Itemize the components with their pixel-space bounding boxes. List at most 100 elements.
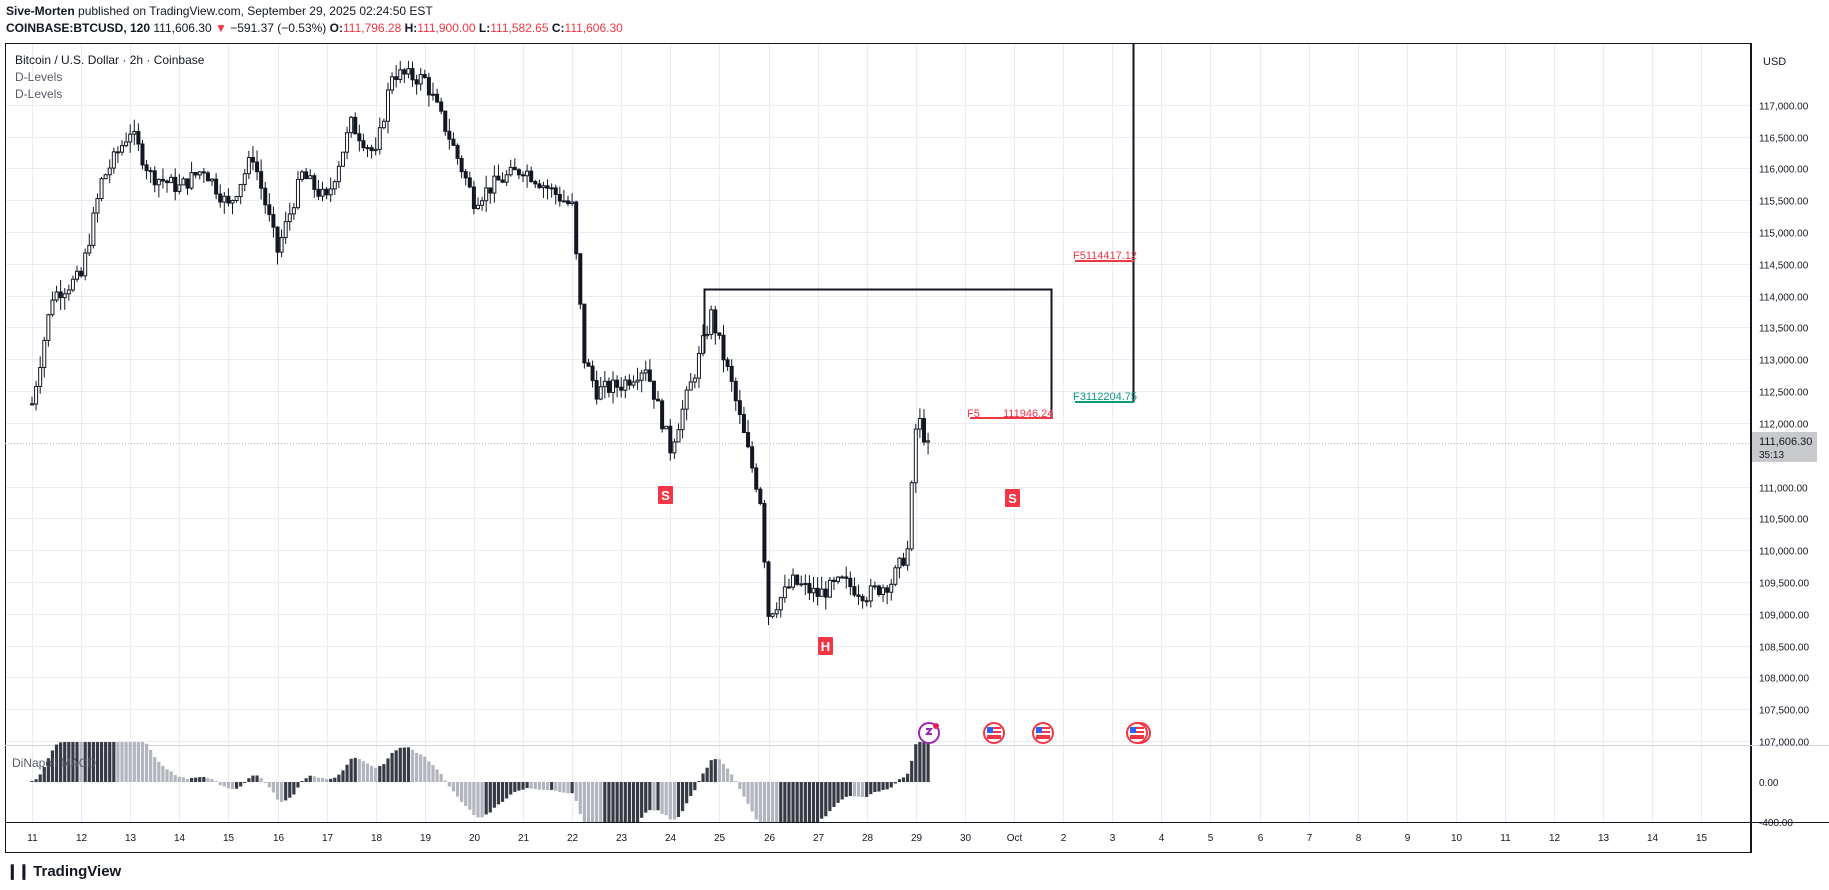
brand-footer[interactable]: ❙❙ TradingView xyxy=(6,862,121,880)
macd-bar xyxy=(717,759,721,782)
macd-bar xyxy=(721,763,726,782)
chart-title[interactable]: Bitcoin / U.S. Dollar · 2h · Coinbase xyxy=(15,53,205,67)
candle-body xyxy=(447,130,452,140)
macd-bar xyxy=(713,759,717,782)
price-scale[interactable]: 117,000.00 116,500.00 116,000.00 115,500.00… xyxy=(1759,102,1809,749)
candle-body xyxy=(664,425,669,430)
price-tick-label: 115,000.00 xyxy=(1759,229,1809,240)
crypto-event-icon[interactable] xyxy=(918,722,940,744)
candle-body xyxy=(647,369,652,382)
time-tick-label: 13 xyxy=(125,833,137,844)
time-tick-label: 15 xyxy=(1696,833,1708,844)
candle-body xyxy=(746,432,751,448)
candle-body xyxy=(713,309,718,334)
macd-bar xyxy=(361,761,366,782)
candle-body xyxy=(786,586,791,589)
us-flag-icon[interactable] xyxy=(983,722,1005,744)
candle-body xyxy=(926,440,931,443)
candle-body xyxy=(87,244,92,254)
grid xyxy=(6,44,1750,822)
macd-bar xyxy=(730,774,734,782)
macd-bar xyxy=(517,782,521,791)
macd-bar xyxy=(615,782,619,822)
candle-body xyxy=(557,193,562,202)
macd-bar xyxy=(852,782,857,797)
macd-bar xyxy=(762,782,767,822)
macd-bar xyxy=(415,752,419,782)
indicator-label[interactable]: D-Levels xyxy=(15,70,62,84)
macd-bar xyxy=(619,782,623,822)
candle-body xyxy=(160,178,165,182)
drawings[interactable]: F5 111946.24 F5114417.12 F3112204.75 S H… xyxy=(658,43,1137,655)
candle-body xyxy=(185,178,190,189)
time-axis[interactable]: 11 12 13 14 15 16 17 18 19 20 21 22 23 24 25 26 27 28 29 30… xyxy=(27,833,1707,844)
candle-body xyxy=(656,398,661,402)
candle-body xyxy=(361,140,366,149)
candle-body xyxy=(475,204,480,210)
macd-bar xyxy=(263,782,267,783)
candle-body xyxy=(70,278,75,291)
macd-bar xyxy=(267,782,271,788)
candle-body xyxy=(881,587,886,596)
candle-body xyxy=(823,588,828,598)
macd-bar xyxy=(861,782,865,798)
macd-bar xyxy=(705,767,709,782)
head-label: H xyxy=(821,639,830,654)
candle-body xyxy=(831,579,836,582)
time-tick-label: 12 xyxy=(1549,833,1561,844)
time-tick-label: 2 xyxy=(1061,833,1067,844)
candle-body xyxy=(586,362,591,367)
shoulder-right-badge[interactable] xyxy=(1005,489,1020,507)
us-flag-icon[interactable] xyxy=(1126,722,1151,744)
high-value: 111,900.00 xyxy=(417,21,476,35)
last-price: 111,606.30 xyxy=(153,21,212,35)
published-text: published on TradingView.com, September … xyxy=(78,4,433,18)
candle-body xyxy=(615,379,620,388)
macd-bar xyxy=(251,775,255,782)
range-box-drawing[interactable] xyxy=(703,288,1053,420)
macd-bar xyxy=(275,782,280,800)
candle-body xyxy=(516,169,521,176)
bar-countdown: 35:13 xyxy=(1759,450,1784,461)
candle-body xyxy=(312,175,317,190)
publisher-name[interactable]: Sive-Morten xyxy=(6,4,75,18)
macd-bar xyxy=(574,782,578,801)
candle-body xyxy=(173,176,178,192)
macd-bar xyxy=(586,782,591,822)
macd-bar xyxy=(893,782,897,784)
macd-bar xyxy=(153,757,157,782)
candle-body xyxy=(488,187,493,194)
macd-bar xyxy=(779,782,783,822)
macd-bar xyxy=(672,782,676,820)
macd-bar xyxy=(410,749,415,782)
head-badge[interactable] xyxy=(818,637,833,655)
economic-events[interactable] xyxy=(918,722,1151,744)
macd-bar xyxy=(885,782,889,790)
candle-body xyxy=(246,157,251,175)
shoulder-left-badge[interactable] xyxy=(658,486,673,504)
us-flag-icon[interactable] xyxy=(1032,722,1054,744)
macd-bar xyxy=(149,749,153,782)
candle-body xyxy=(692,377,697,383)
macd-title[interactable]: DiNapoli MACD xyxy=(12,756,96,770)
macd-bar xyxy=(443,780,447,782)
macd-bar xyxy=(865,782,869,797)
candle-body xyxy=(545,185,550,189)
currency-label[interactable]: USD xyxy=(1763,56,1786,68)
indicator-label[interactable]: D-Levels xyxy=(15,87,62,101)
candle-body xyxy=(688,381,693,391)
candle-body xyxy=(651,380,656,400)
candle-body xyxy=(107,167,112,176)
time-tick-label: Oct xyxy=(1007,833,1023,844)
candle-body xyxy=(156,178,161,186)
time-tick-label: 11 xyxy=(1500,833,1511,844)
candle-body xyxy=(492,175,497,194)
macd-bar xyxy=(914,744,918,782)
candle-body xyxy=(316,188,321,197)
candle-body xyxy=(672,441,677,454)
macd-bar xyxy=(116,742,120,782)
candle-body xyxy=(643,369,648,374)
macd-bar xyxy=(926,742,930,782)
macd-bar xyxy=(83,742,87,782)
